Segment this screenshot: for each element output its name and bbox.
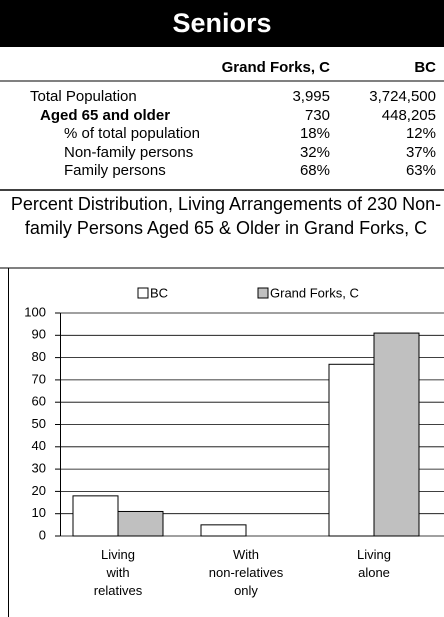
y-tick-label: 60 (32, 394, 46, 409)
cell-value: 448,205 (381, 106, 436, 124)
row-label: Family persons (64, 162, 166, 179)
bar (328, 363, 375, 537)
y-tick-label: 80 (32, 349, 46, 364)
x-tick-label: Living with relatives (93, 547, 143, 598)
cell-value: 730 (304, 106, 330, 124)
chart-title: Percent Distribution, Living Arrangement… (10, 194, 442, 238)
row-label: Aged 65 and older (40, 106, 171, 124)
legend-swatch (257, 287, 269, 299)
y-tick-label: 20 (32, 483, 46, 498)
cell-value: 18% (299, 125, 330, 142)
y-tick-label: 90 (32, 327, 46, 342)
cell-value: 12% (405, 125, 436, 142)
cell-value: 68% (299, 162, 330, 179)
y-tick-label: 100 (24, 304, 46, 319)
bar (373, 332, 420, 537)
cell-value: 63% (405, 162, 436, 179)
row-label: % of total population (64, 125, 200, 142)
legend-swatch (137, 287, 149, 299)
y-tick-label: 70 (32, 371, 46, 386)
y-tick-label: 10 (32, 505, 46, 520)
header-title: Seniors (0, 0, 444, 47)
y-tick-label: 30 (32, 461, 46, 476)
cell-value: 3,995 (292, 88, 330, 105)
y-tick-label: 40 (32, 438, 46, 453)
legend-label: BC (150, 285, 168, 300)
y-tick-label: 0 (39, 527, 46, 542)
cell-value: 37% (405, 143, 436, 161)
bar (200, 524, 247, 537)
y-tick-label: 50 (32, 416, 46, 431)
cell-value: 3,724,500 (369, 88, 436, 105)
column-header: BC (414, 59, 436, 76)
x-tick-label: Living alone (357, 547, 391, 580)
row-label: Non-family persons (64, 143, 194, 161)
bar (117, 510, 164, 537)
bar (72, 495, 119, 537)
x-tick-label: With non-relatives only (208, 547, 284, 598)
legend-label: Grand Forks, C (270, 285, 359, 300)
cell-value: 32% (299, 143, 330, 161)
row-label: Total Population (30, 88, 137, 105)
column-header: Grand Forks, C (221, 59, 330, 76)
